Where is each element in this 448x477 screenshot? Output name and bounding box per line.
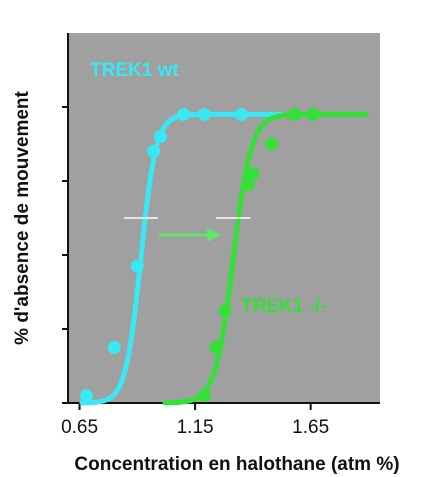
data-point — [197, 107, 211, 121]
data-point — [209, 341, 223, 354]
data-point — [241, 178, 255, 192]
data-point — [197, 389, 211, 403]
series-labels: TREK1 wt TREK1 -/- — [90, 60, 327, 317]
data-point — [234, 107, 248, 121]
data-point — [306, 107, 320, 121]
axes — [67, 33, 380, 404]
data-points — [79, 107, 320, 403]
x-tick-label: 1.15 — [177, 417, 214, 438]
series-label-trek1-wt: TREK1 wt — [90, 60, 179, 81]
ec50-markers — [123, 217, 251, 242]
data-point — [218, 304, 232, 317]
series-label-trek1-ko: TREK1 -/- — [241, 296, 327, 317]
shift-arrow-head — [207, 228, 222, 242]
data-point — [153, 130, 167, 144]
data-point — [264, 137, 278, 151]
axis-ticks: 0.65 1.15 1.65 — [61, 106, 329, 438]
data-point — [107, 341, 121, 354]
x-tick-label: 0.65 — [61, 417, 98, 438]
y-axis-title: % d'absence de mouvement — [12, 90, 33, 344]
data-point — [246, 167, 260, 181]
data-point — [147, 144, 161, 158]
x-tick-label: 1.65 — [292, 417, 329, 438]
x-axis-title: Concentration en halothane (atm %) — [74, 454, 399, 475]
data-point — [177, 107, 191, 121]
data-point — [130, 259, 144, 273]
data-point — [79, 389, 93, 403]
data-point — [287, 107, 301, 121]
